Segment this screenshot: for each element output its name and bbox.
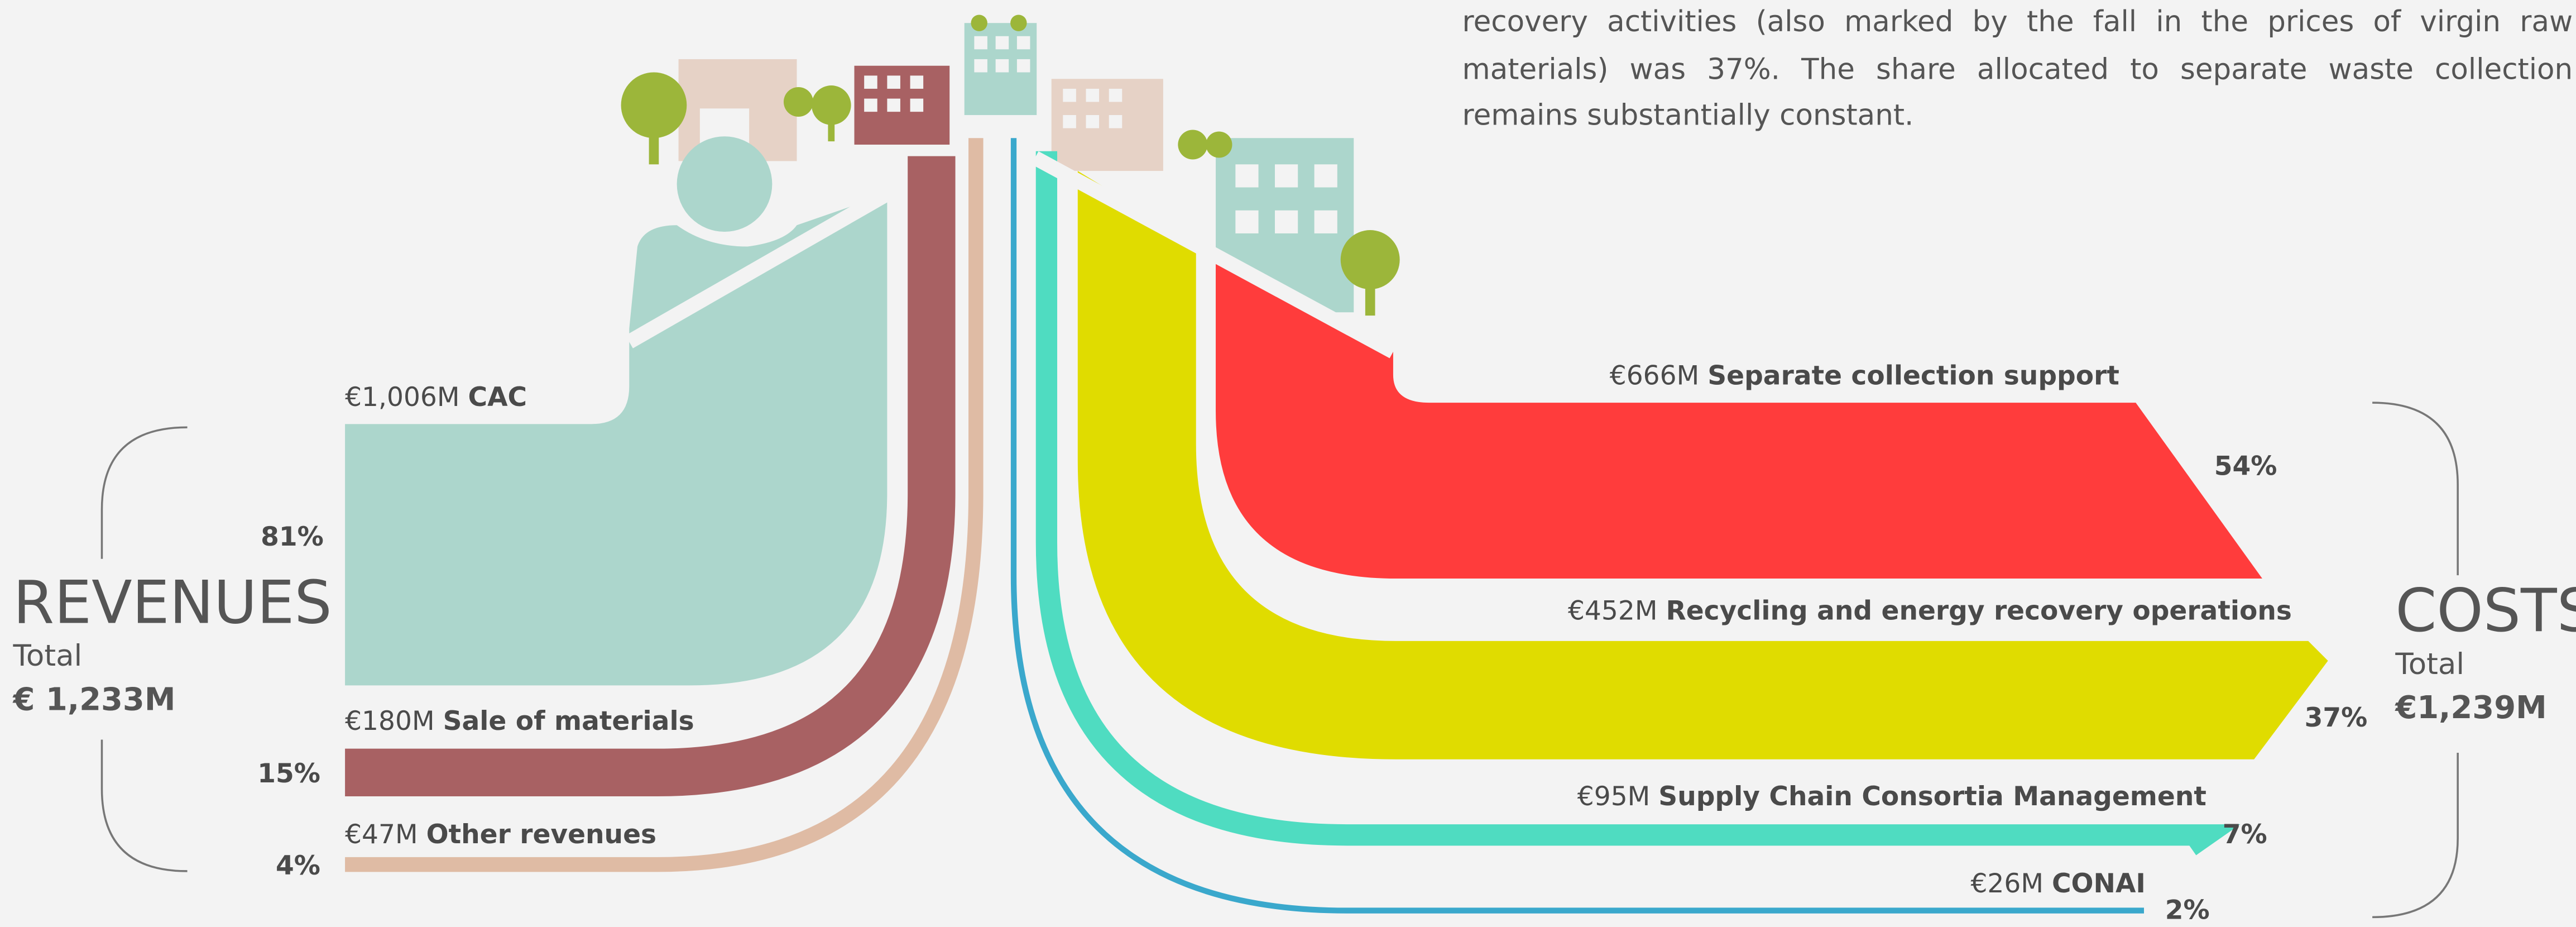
total: € 1,233M [13, 682, 176, 718]
cost-label: €95M Supply Chain Consortia Management [1577, 781, 2206, 814]
revenue-share: 15% [222, 758, 320, 791]
costs-title: COSTS [2395, 580, 2576, 646]
name: Sale of materials [443, 705, 694, 737]
cost-label: €452M Recycling and energy recovery oper… [1568, 595, 2292, 628]
revenue-label: €180M Sale of materials [345, 705, 694, 738]
amount: €666M [1610, 360, 1700, 391]
name: Other revenues [426, 819, 656, 850]
amount: €452M [1568, 595, 1658, 626]
revenue-label: €1,006M CAC [345, 381, 527, 414]
revenues-title: REVENUES [13, 572, 332, 638]
total: €1,239M [2395, 690, 2546, 727]
infographic: recovery activities (also marked by the … [0, 0, 2576, 924]
revenue-share: 4% [222, 850, 320, 883]
name: Supply Chain Consortia Management [1658, 781, 2206, 812]
amount: €95M [1577, 781, 1651, 812]
page: recovery activities (also marked by the … [0, 0, 2576, 924]
name: Recycling and energy recovery operations [1666, 595, 2291, 626]
name: Separate collection support [1707, 360, 2119, 391]
total-label: Total [13, 639, 83, 676]
bracket-left [102, 427, 187, 871]
flow-cac [345, 194, 887, 685]
name: CAC [468, 381, 527, 413]
cost-share: 54% [2179, 450, 2277, 483]
total-label: Total [2395, 648, 2464, 684]
amount: €1,006M [345, 381, 459, 413]
intro-text: recovery activities (also marked by the … [1462, 0, 2573, 141]
cost-share: 2% [2111, 894, 2210, 927]
person-head [677, 136, 773, 232]
cost-share: 37% [2269, 702, 2368, 735]
revenue-label: €47M Other revenues [345, 819, 656, 852]
revenue-share: 81% [225, 521, 324, 554]
cost-share: 7% [2169, 819, 2267, 852]
cost-label: €666M Separate collection support [1610, 360, 2119, 393]
amount: €47M [345, 819, 418, 850]
amount: €180M [345, 705, 435, 737]
amount: €26M [1970, 868, 2043, 899]
